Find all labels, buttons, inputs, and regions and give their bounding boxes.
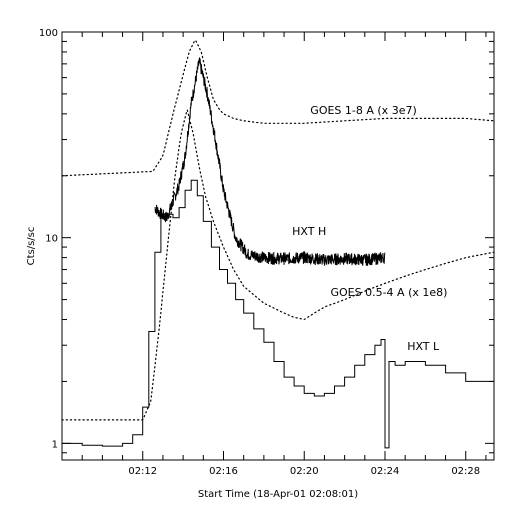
annotation-label: HXT L xyxy=(407,340,440,353)
annotation-layer: GOES 1-8 A (x 3e7) HXT H GOES 0.5-4 A (x 1… xyxy=(292,104,447,353)
ticks-layer: 1 10 100 02:12 02:16 02:20 02:24 02:28 xyxy=(39,28,494,477)
annotation-label: GOES 0.5-4 A (x 1e8) xyxy=(330,286,447,299)
series-line-goes-0-5-4-a-x-1e8 xyxy=(61,107,495,421)
x-tick-label: 02:20 xyxy=(290,466,319,477)
series-line-hxt-h xyxy=(154,57,386,266)
annotation-label: GOES 1-8 A (x 3e7) xyxy=(310,104,416,117)
y-tick-label: 10 xyxy=(45,234,58,245)
x-tick-label: 02:24 xyxy=(371,466,400,477)
x-tick-label: 02:28 xyxy=(451,466,480,477)
y-axis-title: Cts/s/sc xyxy=(26,227,37,266)
x-tick-label: 02:16 xyxy=(209,466,238,477)
y-tick-label: 1 xyxy=(52,439,58,450)
series-line-hxt-l xyxy=(62,179,495,449)
x-tick-label: 02:12 xyxy=(128,466,157,477)
series-line-goes-1-8-a-x-3e7 xyxy=(61,39,495,177)
x-axis-title: Start Time (18-Apr-01 02:08:01) xyxy=(198,489,358,500)
annotation-label: HXT H xyxy=(292,225,326,238)
plot-frame xyxy=(61,31,495,461)
y-tick-label: 100 xyxy=(39,28,58,39)
series-layer xyxy=(61,39,495,449)
